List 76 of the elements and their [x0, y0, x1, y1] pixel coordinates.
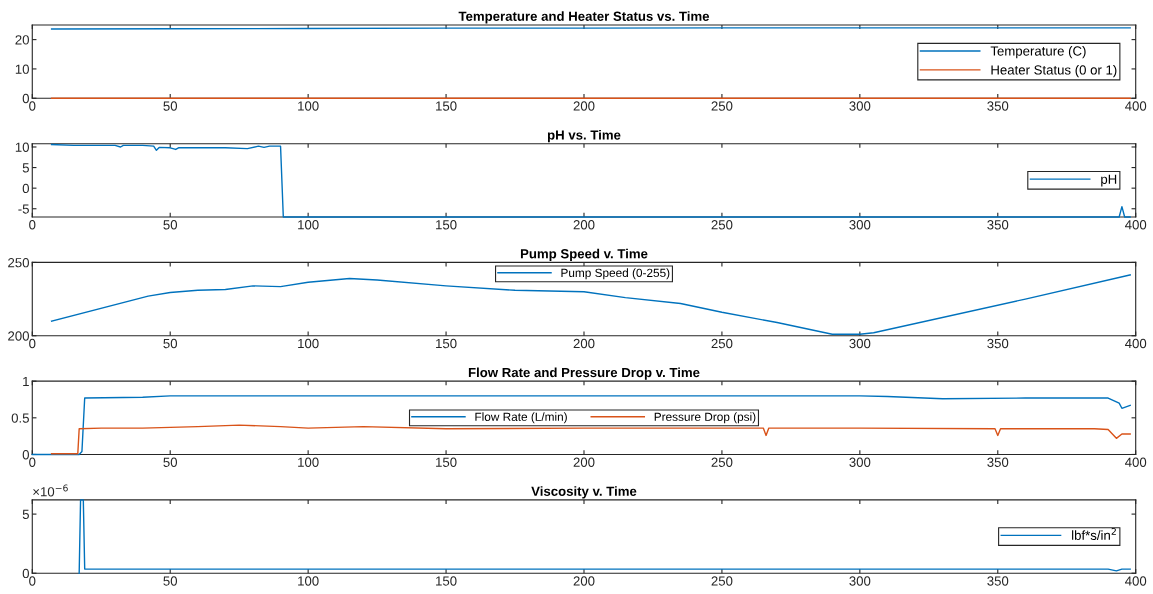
- y-tick-label: 0: [22, 568, 29, 579]
- chart-title: Pump Speed v. Time: [520, 248, 648, 261]
- legend-label: Temperature (C): [990, 46, 1086, 59]
- x-tick-label: 200: [573, 338, 595, 349]
- legend-label: lbf*s/in$^{2}$: [1072, 527, 1116, 540]
- x-tick-label: 250: [711, 576, 733, 586]
- x-tick-label: 300: [849, 576, 871, 586]
- y-tick-label: 1: [23, 376, 29, 386]
- x-tick-label: 100: [298, 338, 319, 349]
- chart-title: Temperature and Heater Status vs. Time: [458, 11, 710, 24]
- x-tick-label: 150: [436, 457, 457, 467]
- y-tick-label: 0.5: [11, 413, 29, 423]
- y-tick-label: 5: [22, 509, 29, 520]
- legend-label: pH: [1101, 174, 1117, 187]
- x-tick-label: 250: [711, 338, 733, 349]
- x-tick-label: 150: [436, 220, 457, 230]
- x-tick-label: 250: [711, 220, 733, 230]
- text: ×10$^{−6}$: [33, 484, 68, 497]
- x-tick-label: 300: [849, 220, 871, 230]
- legend-label: Flow Rate (L/min): [475, 412, 567, 424]
- chart-title: pH vs. Time: [547, 129, 621, 143]
- x-tick-label: 200: [573, 457, 595, 467]
- y-tick-label: 10: [15, 142, 29, 152]
- x-tick-label: 150: [436, 101, 457, 111]
- x-tick-label: 0: [29, 101, 36, 111]
- x-tick-label: 400: [1125, 220, 1147, 230]
- y-tick-label: 200: [8, 331, 29, 341]
- legend-label: Pressure Drop (psi): [654, 412, 756, 424]
- x-tick-label: 300: [849, 338, 871, 349]
- y-tick-label: 250: [8, 258, 29, 268]
- x-tick-label: 50: [163, 576, 178, 586]
- line-series: [31, 395, 1131, 456]
- x-tick-label: 100: [298, 220, 319, 230]
- x-tick-label: 50: [163, 457, 178, 467]
- x-tick-label: 300: [849, 457, 871, 467]
- x-tick-label: 0: [29, 576, 36, 586]
- y-tick-label: 5: [22, 163, 29, 173]
- x-tick-label: 400: [1125, 457, 1147, 467]
- x-tick-label: 350: [987, 220, 1009, 230]
- x-tick-label: 100: [298, 457, 319, 467]
- y-tick-label: 20: [15, 35, 29, 45]
- x-tick-label: 350: [987, 101, 1009, 111]
- chart-title: Flow Rate and Pressure Drop v. Time: [468, 367, 700, 380]
- x-tick-label: 350: [987, 576, 1009, 586]
- x-tick-label: 0: [29, 457, 36, 467]
- x-tick-label: 400: [1125, 338, 1147, 349]
- x-tick-label: 350: [987, 338, 1009, 349]
- x-tick-label: 200: [573, 220, 595, 230]
- x-tick-label: 200: [573, 101, 595, 111]
- legend-label: Pump Speed (0-255): [561, 268, 670, 280]
- x-tick-label: 150: [436, 576, 457, 586]
- x-tick-label: 0: [29, 338, 36, 349]
- line-series: [50, 143, 1131, 218]
- x-tick-label: 50: [163, 101, 178, 111]
- y-tick-label: 0: [22, 93, 29, 104]
- x-tick-label: 350: [987, 457, 1009, 467]
- x-tick-label: 150: [436, 338, 457, 349]
- x-tick-label: 100: [298, 101, 319, 111]
- x-tick-label: 400: [1125, 101, 1147, 111]
- x-tick-label: 50: [163, 338, 178, 349]
- y-tick-label: 0: [22, 183, 29, 194]
- x-tick-label: 200: [573, 576, 595, 586]
- y-tick-label: 0: [22, 450, 29, 460]
- y-tick-label: -5: [18, 204, 29, 214]
- x-tick-label: 250: [711, 457, 733, 467]
- line-series: [50, 424, 1131, 455]
- y-tick-label: 10: [15, 64, 29, 74]
- x-tick-label: 100: [298, 576, 319, 586]
- x-tick-label: 50: [163, 220, 178, 230]
- x-tick-label: 250: [711, 101, 733, 111]
- chart-title: Viscosity v. Time: [531, 486, 637, 499]
- legend-label: Heater Status (0 or 1): [991, 64, 1117, 78]
- x-tick-label: 300: [849, 101, 871, 111]
- line-series: [78, 499, 1131, 574]
- x-tick-label: 0: [29, 220, 36, 230]
- x-tick-label: 400: [1125, 576, 1147, 586]
